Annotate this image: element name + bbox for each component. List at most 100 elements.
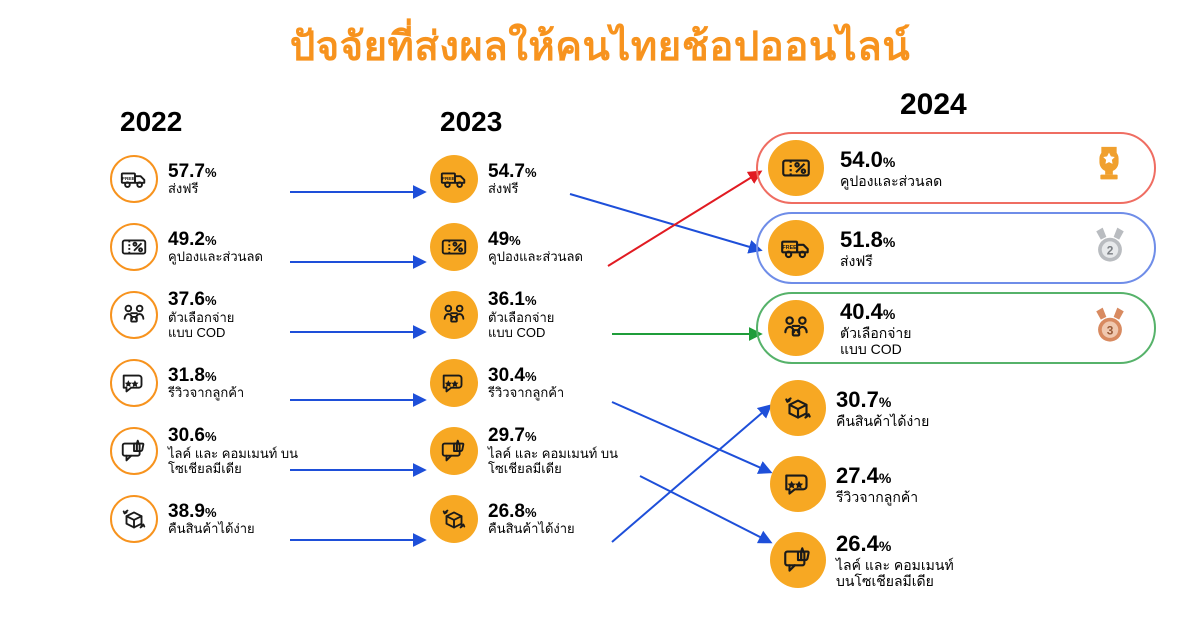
factor-card-rank-1: 54.0% คูปองและส่วนลด bbox=[756, 132, 1156, 204]
factor-item: 49% คูปองและส่วนลด bbox=[430, 216, 750, 278]
year-heading-2022: 2022 bbox=[120, 106, 430, 138]
factor-percent: 38.9% bbox=[168, 501, 255, 523]
factor-label: คืนสินค้าได้ง่าย bbox=[836, 413, 929, 429]
review-icon bbox=[430, 359, 478, 407]
rank-3-medal-icon: 3 bbox=[1088, 304, 1132, 353]
factor-text: 49% คูปองและส่วนลด bbox=[488, 229, 583, 266]
rank-2-medal-icon: 2 bbox=[1088, 224, 1132, 273]
factor-percent: 37.6% bbox=[168, 289, 234, 311]
factor-item: 30.7% คืนสินค้าได้ง่าย bbox=[770, 372, 1180, 444]
factor-text: 54.7% ส่งฟรี bbox=[488, 161, 537, 198]
factor-text: 26.8% คืนสินค้าได้ง่าย bbox=[488, 501, 575, 538]
factor-percent: 31.8% bbox=[168, 365, 244, 387]
factor-text: 57.7% ส่งฟรี bbox=[168, 161, 217, 198]
factor-item: 49.2% คูปองและส่วนลด bbox=[110, 216, 430, 278]
factor-card-rank-2: FREE 51.8% ส่งฟรี 2 bbox=[756, 212, 1156, 284]
factor-item: 30.6% ไลค์ และ คอมเมนท์ บนโซเชียลมีเดีย bbox=[110, 420, 430, 482]
factor-percent: 30.6% bbox=[168, 425, 298, 447]
columns: 2022 FREE 57.7% ส่งฟรี 49.2% คูปองและส่ว… bbox=[0, 92, 1200, 612]
free-shipping-icon: FREE bbox=[430, 155, 478, 203]
factor-percent: 26.4% bbox=[836, 531, 954, 556]
factor-text: 40.4% ตัวเลือกจ่ายแบบ COD bbox=[840, 299, 911, 357]
factor-item: 38.9% คืนสินค้าได้ง่าย bbox=[110, 488, 430, 550]
factor-item: 26.4% ไลค์ และ คอมเมนท์บนโซเชียลมีเดีย bbox=[770, 524, 1180, 596]
factor-text: 37.6% ตัวเลือกจ่ายแบบ COD bbox=[168, 289, 234, 341]
page-title: ปัจจัยที่ส่งผลให้คนไทยช้อปออนไลน์ bbox=[0, 0, 1200, 78]
factor-label: รีวิวจากลูกค้า bbox=[836, 489, 918, 505]
factor-label: ตัวเลือกจ่ายแบบ COD bbox=[168, 311, 234, 341]
factor-item: 29.7% ไลค์ และ คอมเมนท์ บนโซเชียลมีเดีย bbox=[430, 420, 750, 482]
factor-label: ไลค์ และ คอมเมนท์ บนโซเชียลมีเดีย bbox=[488, 447, 618, 477]
like-comment-icon bbox=[770, 532, 826, 588]
factor-label: ไลค์ และ คอมเมนท์บนโซเชียลมีเดีย bbox=[836, 557, 954, 589]
factor-label: ส่งฟรี bbox=[840, 253, 895, 269]
review-icon bbox=[770, 456, 826, 512]
factor-percent: 26.8% bbox=[488, 501, 575, 523]
factor-item: 26.8% คืนสินค้าได้ง่าย bbox=[430, 488, 750, 550]
factor-label: รีวิวจากลูกค้า bbox=[168, 386, 244, 401]
factor-label: คูปองและส่วนลด bbox=[488, 250, 583, 265]
factor-text: 38.9% คืนสินค้าได้ง่าย bbox=[168, 501, 255, 538]
factor-percent: 54.0% bbox=[840, 147, 942, 172]
factor-item: 30.4% รีวิวจากลูกค้า bbox=[430, 352, 750, 414]
factor-percent: 27.4% bbox=[836, 463, 918, 488]
coupon-icon bbox=[768, 140, 824, 196]
factor-label: ตัวเลือกจ่ายแบบ COD bbox=[840, 325, 911, 357]
cod-icon bbox=[110, 291, 158, 339]
factor-label: ส่งฟรี bbox=[488, 182, 537, 197]
easy-return-icon bbox=[430, 495, 478, 543]
factor-label: ตัวเลือกจ่ายแบบ COD bbox=[488, 311, 554, 341]
column-2024: 2024 54.0% คูปองและส่วนลด FREE 51.8% ส่ง… bbox=[750, 92, 1180, 612]
factor-percent: 30.7% bbox=[836, 387, 929, 412]
factor-label: คืนสินค้าได้ง่าย bbox=[168, 522, 255, 537]
factor-item: FREE 54.7% ส่งฟรี bbox=[430, 148, 750, 210]
factor-text: 54.0% คูปองและส่วนลด bbox=[840, 147, 942, 188]
factor-percent: 40.4% bbox=[840, 299, 911, 324]
factor-item: FREE 57.7% ส่งฟรี bbox=[110, 148, 430, 210]
factor-percent: 30.4% bbox=[488, 365, 564, 387]
factor-item: 36.1% ตัวเลือกจ่ายแบบ COD bbox=[430, 284, 750, 346]
factor-item: 37.6% ตัวเลือกจ่ายแบบ COD bbox=[110, 284, 430, 346]
svg-text:2: 2 bbox=[1107, 243, 1114, 257]
factor-card-rank-3: 40.4% ตัวเลือกจ่ายแบบ COD 3 bbox=[756, 292, 1156, 364]
factor-percent: 51.8% bbox=[840, 227, 895, 252]
svg-text:FREE: FREE bbox=[442, 176, 454, 181]
like-comment-icon bbox=[430, 427, 478, 475]
easy-return-icon bbox=[110, 495, 158, 543]
factor-text: 49.2% คูปองและส่วนลด bbox=[168, 229, 263, 266]
factor-item: 27.4% รีวิวจากลูกค้า bbox=[770, 448, 1180, 520]
column-2023: 2023 FREE 54.7% ส่งฟรี 49% คูปองและส่วนล… bbox=[430, 92, 750, 612]
svg-text:FREE: FREE bbox=[783, 245, 798, 251]
svg-text:3: 3 bbox=[1107, 323, 1114, 337]
like-comment-icon bbox=[110, 427, 158, 475]
free-shipping-icon: FREE bbox=[110, 155, 158, 203]
easy-return-icon bbox=[770, 380, 826, 436]
year-heading-2023: 2023 bbox=[440, 106, 750, 138]
factor-text: 30.7% คืนสินค้าได้ง่าย bbox=[836, 387, 929, 428]
rank-1-medal-icon bbox=[1086, 143, 1132, 194]
coupon-icon bbox=[110, 223, 158, 271]
factor-percent: 49% bbox=[488, 229, 583, 251]
factor-label: ส่งฟรี bbox=[168, 182, 217, 197]
factor-item: 31.8% รีวิวจากลูกค้า bbox=[110, 352, 430, 414]
factor-text: 51.8% ส่งฟรี bbox=[840, 227, 895, 268]
column-2022: 2022 FREE 57.7% ส่งฟรี 49.2% คูปองและส่ว… bbox=[110, 92, 430, 612]
factor-label: คูปองและส่วนลด bbox=[840, 173, 942, 189]
review-icon bbox=[110, 359, 158, 407]
factor-label: คูปองและส่วนลด bbox=[168, 250, 263, 265]
cod-icon bbox=[430, 291, 478, 339]
factor-label: คืนสินค้าได้ง่าย bbox=[488, 522, 575, 537]
factor-percent: 54.7% bbox=[488, 161, 537, 183]
factor-label: ไลค์ และ คอมเมนท์ บนโซเชียลมีเดีย bbox=[168, 447, 298, 477]
factor-percent: 49.2% bbox=[168, 229, 263, 251]
factor-text: 31.8% รีวิวจากลูกค้า bbox=[168, 365, 244, 402]
factor-text: 29.7% ไลค์ และ คอมเมนท์ บนโซเชียลมีเดีย bbox=[488, 425, 618, 477]
svg-text:FREE: FREE bbox=[122, 176, 134, 181]
factor-text: 30.6% ไลค์ และ คอมเมนท์ บนโซเชียลมีเดีย bbox=[168, 425, 298, 477]
cod-icon bbox=[768, 300, 824, 356]
factor-percent: 29.7% bbox=[488, 425, 618, 447]
year-heading-2024: 2024 bbox=[900, 88, 1180, 122]
factor-percent: 36.1% bbox=[488, 289, 554, 311]
free-shipping-icon: FREE bbox=[768, 220, 824, 276]
factor-label: รีวิวจากลูกค้า bbox=[488, 386, 564, 401]
